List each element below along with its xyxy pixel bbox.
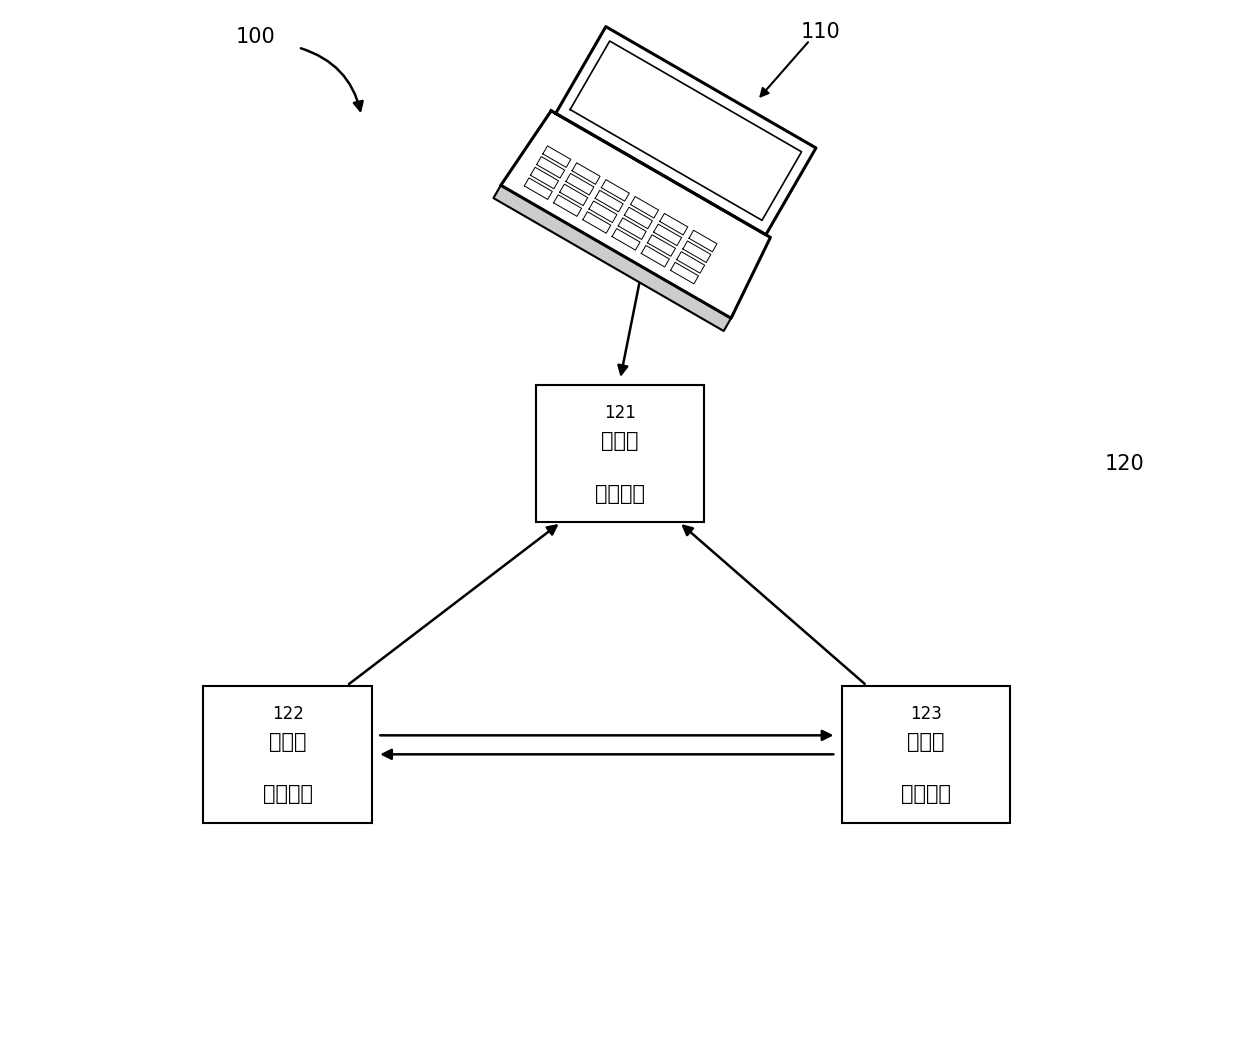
Polygon shape <box>501 111 770 319</box>
FancyArrowPatch shape <box>683 525 864 684</box>
Polygon shape <box>630 196 658 218</box>
Polygon shape <box>683 241 711 263</box>
Text: 区块链: 区块链 <box>269 732 306 751</box>
FancyBboxPatch shape <box>842 686 1011 823</box>
Text: 100: 100 <box>236 27 275 46</box>
Text: 区块链: 区块链 <box>908 732 945 751</box>
Polygon shape <box>613 229 640 250</box>
Polygon shape <box>537 156 564 178</box>
Polygon shape <box>553 195 582 216</box>
Polygon shape <box>570 41 801 220</box>
Polygon shape <box>677 252 704 273</box>
Text: 节点设备: 节点设备 <box>595 484 645 503</box>
FancyBboxPatch shape <box>203 686 372 823</box>
Polygon shape <box>660 213 688 235</box>
Polygon shape <box>601 179 630 202</box>
FancyArrowPatch shape <box>383 750 833 759</box>
Polygon shape <box>619 218 646 239</box>
Polygon shape <box>653 224 682 246</box>
Text: 110: 110 <box>801 22 841 41</box>
Polygon shape <box>494 186 732 331</box>
Polygon shape <box>589 202 618 223</box>
FancyArrowPatch shape <box>381 731 831 740</box>
Polygon shape <box>583 212 611 233</box>
Polygon shape <box>595 190 624 212</box>
Polygon shape <box>525 178 552 199</box>
FancyArrowPatch shape <box>348 525 557 684</box>
Text: 123: 123 <box>910 705 942 723</box>
Text: 122: 122 <box>272 705 304 723</box>
Polygon shape <box>531 168 558 189</box>
Polygon shape <box>556 26 816 235</box>
Polygon shape <box>671 263 698 284</box>
Polygon shape <box>625 207 652 229</box>
Text: 121: 121 <box>604 404 636 422</box>
FancyBboxPatch shape <box>536 385 704 522</box>
Polygon shape <box>689 230 717 252</box>
Polygon shape <box>572 162 600 185</box>
Text: 区块链: 区块链 <box>601 431 639 450</box>
FancyArrowPatch shape <box>619 251 646 375</box>
Text: 120: 120 <box>1105 455 1145 474</box>
Polygon shape <box>641 246 670 267</box>
Polygon shape <box>543 146 570 168</box>
Text: 节点设备: 节点设备 <box>263 785 312 804</box>
Polygon shape <box>565 173 594 195</box>
Polygon shape <box>559 185 588 206</box>
Text: 节点设备: 节点设备 <box>901 785 951 804</box>
Polygon shape <box>647 235 676 256</box>
